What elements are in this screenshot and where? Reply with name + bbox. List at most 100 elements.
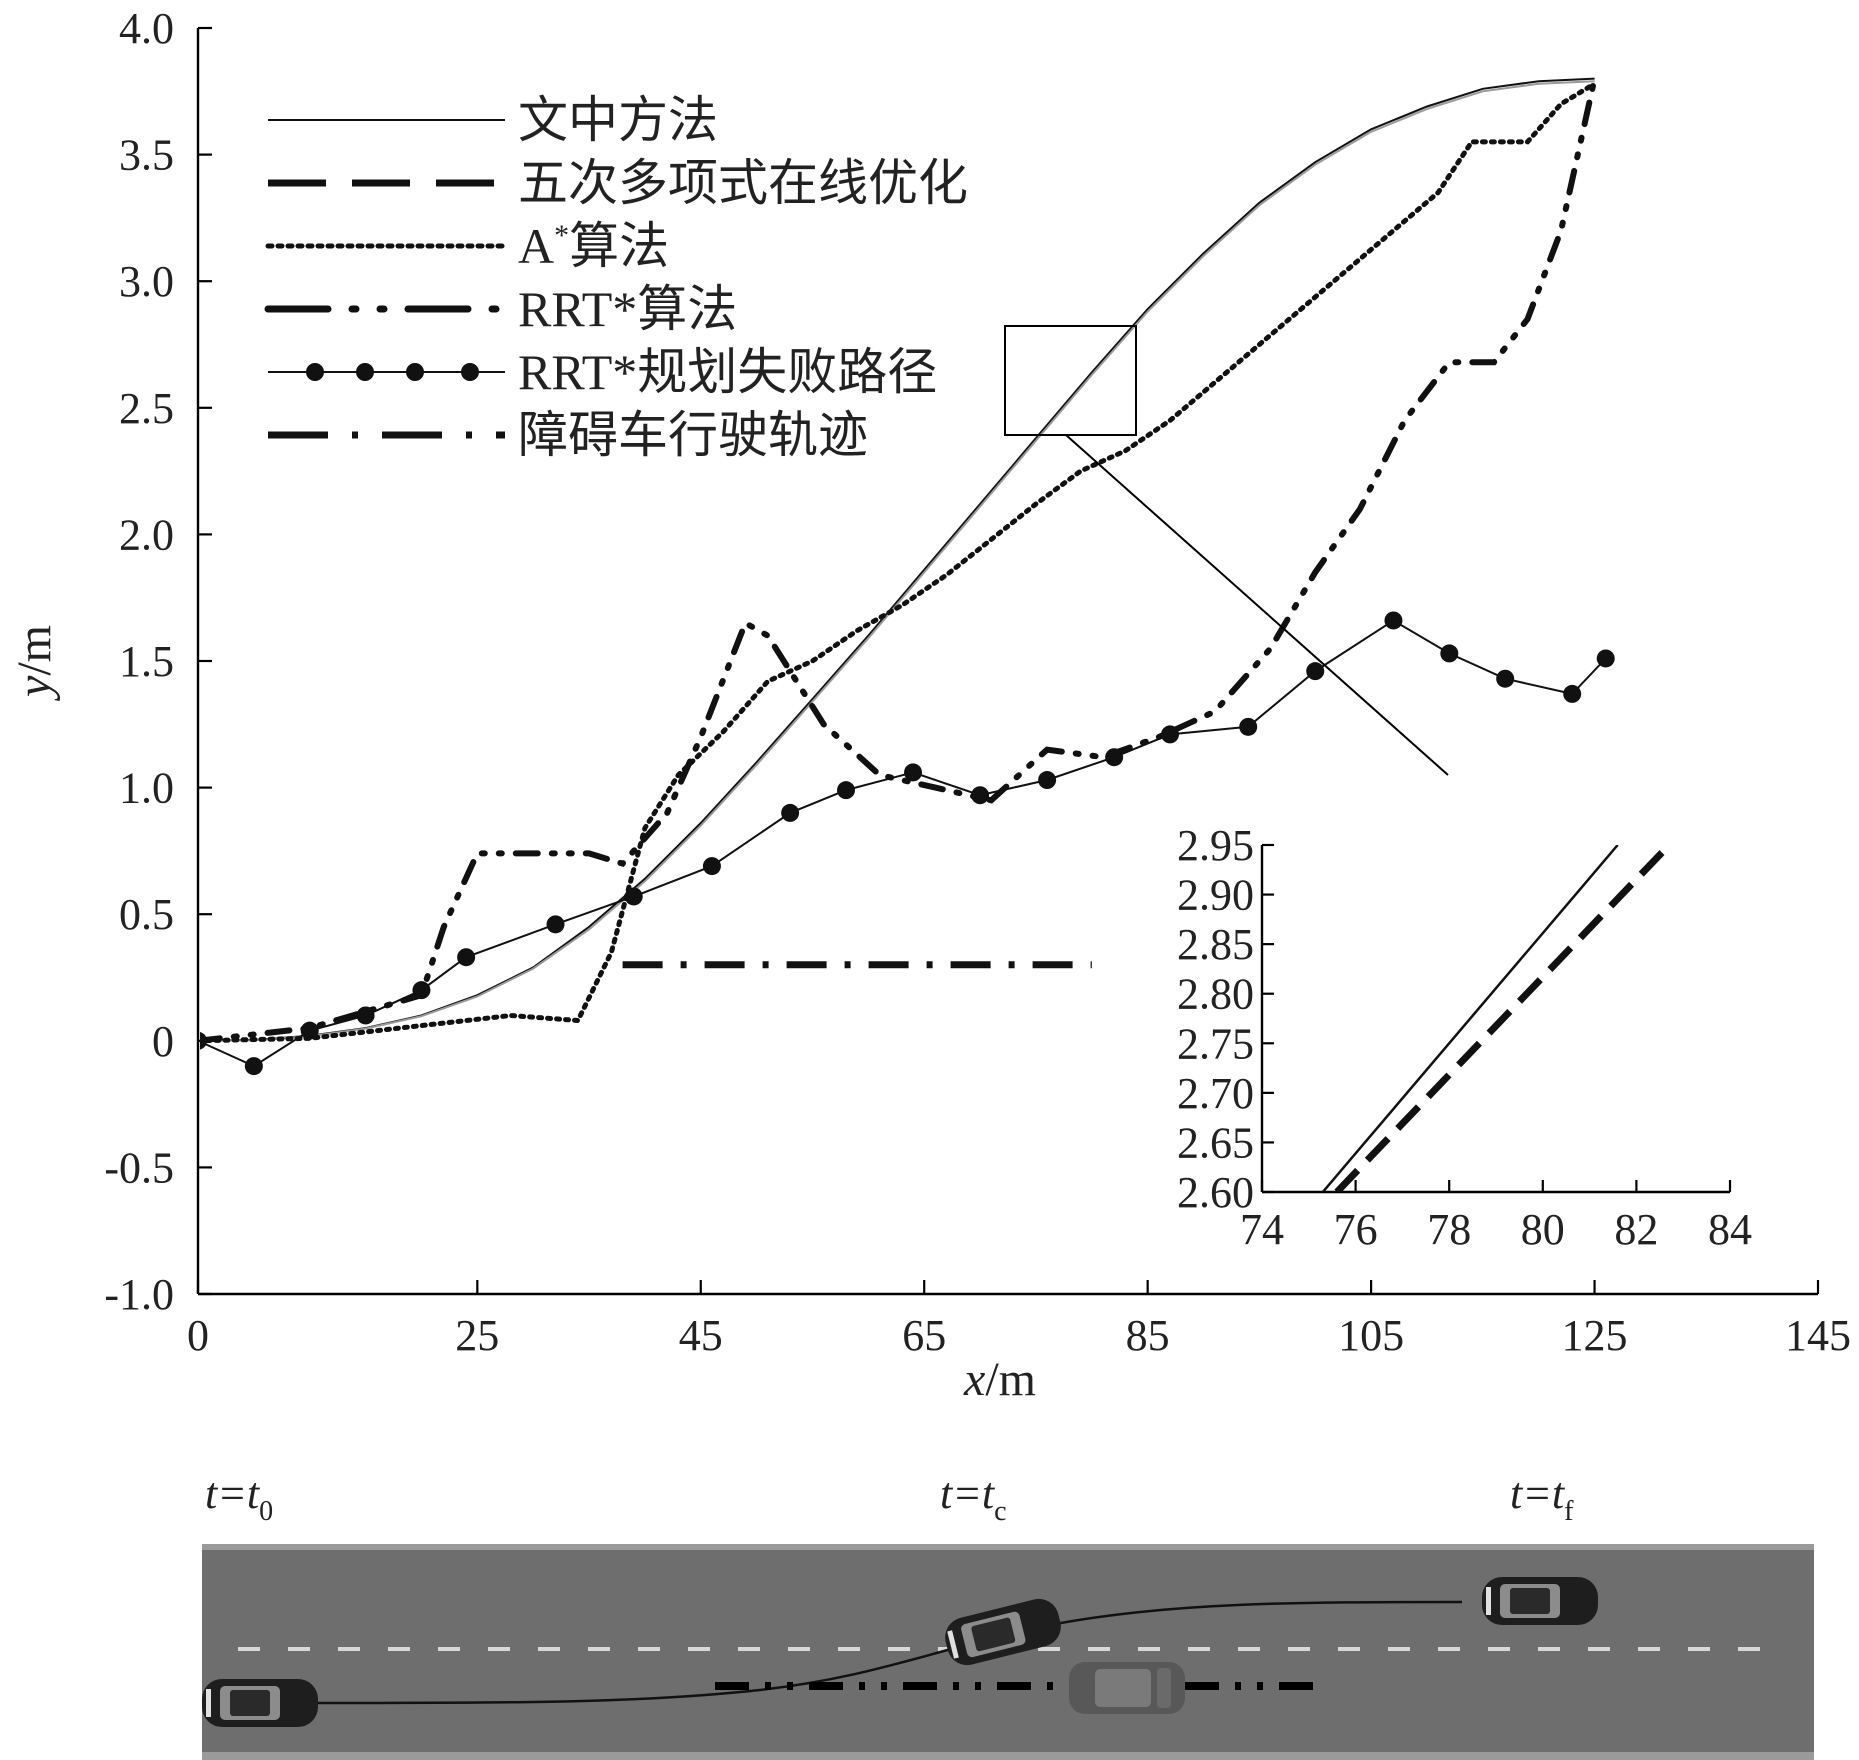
y-tick-label: 2.0: [119, 510, 174, 559]
inset-y-tick-label: 2.90: [1177, 871, 1254, 920]
inset-x-tick-label: 82: [1614, 1205, 1658, 1254]
y-tick-label: 4.0: [119, 4, 174, 53]
series-4-marker-20: [1496, 669, 1515, 688]
series-4-marker-3: [356, 1006, 375, 1025]
y-tick-label: -1.0: [104, 1270, 174, 1319]
y-tick-label: 3.0: [119, 257, 174, 306]
series-4-marker-18: [1384, 611, 1403, 630]
inset-series-line-1: [1334, 845, 1672, 1192]
x-axis-var: x: [963, 1353, 985, 1406]
series-4-marker-12: [971, 786, 990, 805]
x-tick-label: 0: [187, 1311, 209, 1360]
y-tick-label: 0.5: [119, 890, 174, 939]
series-4-marker-9: [781, 803, 800, 822]
zoom-connector: [1065, 434, 1449, 776]
legend-label-4: RRT*规划失败路径: [518, 344, 937, 400]
road-edge-top: [202, 1544, 1814, 1550]
legend-marker-1: [356, 363, 374, 381]
x-tick-label: 65: [902, 1311, 946, 1360]
legend-marker-2: [406, 363, 424, 381]
series-4-marker-13: [1038, 771, 1057, 790]
main-chart: 0 25 45 65 85 105 125 145 -1.0 -0.5 0 0.5 1.0 1.5 2.0 2…: [8, 4, 1851, 1406]
main-tick-labels: 0 25 45 65 85 105 125 145 -1.0 -0.5 0 0.5 1.0 1.5 2.0 2…: [104, 4, 1851, 1360]
y-tick-label: 0: [152, 1017, 174, 1066]
series-4-marker-7: [624, 887, 643, 906]
x-axis-unit: /m: [985, 1353, 1036, 1406]
legend-marker-3: [461, 363, 479, 381]
inset-series: [1321, 845, 1672, 1192]
inset-chart: 74 76 78 80 82 84 2.602.652.702.752.802.852.90…: [1177, 821, 1752, 1254]
legend-label-0: 文中方法: [518, 92, 718, 148]
ego-car-start: [202, 1679, 318, 1727]
road-scene: t=t0 t=tc t=tf: [202, 1469, 1814, 1760]
series-4-marker-1: [244, 1057, 263, 1076]
ego-car-mid: [945, 1598, 1061, 1666]
inset-series-line-0: [1321, 845, 1619, 1192]
x-tick-label: 45: [679, 1311, 723, 1360]
inset-y-tick-label: 2.95: [1177, 821, 1254, 870]
road-edge-bottom: [202, 1752, 1814, 1760]
series-line-3: [200, 75, 1598, 1044]
time-label-tf: t=tf: [1510, 1469, 1574, 1527]
time-label-t0: t=t0: [205, 1469, 273, 1527]
inset-background: [1262, 845, 1730, 1192]
inset-y-tick-label: 2.60: [1177, 1168, 1254, 1217]
series-4-marker-15: [1161, 725, 1179, 744]
legend-label-1: 五次多项式在线优化: [518, 155, 968, 211]
x-tick-label: 85: [1126, 1311, 1170, 1360]
legend-label-2: A*算法: [518, 218, 669, 274]
series-4-marker-11: [904, 763, 923, 782]
x-tick-label: 25: [455, 1311, 499, 1360]
main-series: [200, 75, 1615, 1076]
series-4-marker-14: [1105, 748, 1124, 767]
inset-x-tick-label: 74: [1240, 1205, 1284, 1254]
series-4-marker-22: [1596, 649, 1615, 668]
series-4-marker-17: [1306, 662, 1325, 681]
inset-y-tick-label: 2.75: [1177, 1019, 1254, 1068]
inset-x-tick-label: 84: [1708, 1205, 1752, 1254]
y-tick-label: 1.0: [119, 764, 174, 813]
x-tick-label: 105: [1338, 1311, 1404, 1360]
series-4-marker-0: [200, 1032, 207, 1050]
inset-y-tick-label: 2.80: [1177, 970, 1254, 1019]
zoom-box: [1004, 325, 1137, 436]
series-4-marker-16: [1239, 717, 1258, 736]
y-axis-var: y: [8, 675, 61, 702]
inset-x-tick-label: 80: [1521, 1205, 1565, 1254]
series-4-marker-21: [1563, 684, 1582, 703]
x-tick-label: 125: [1562, 1311, 1628, 1360]
time-label-tc: t=tc: [940, 1469, 1007, 1527]
inset-y-tick-label: 2.65: [1177, 1118, 1254, 1167]
y-tick-label: -0.5: [104, 1143, 174, 1192]
x-tick-label: 145: [1785, 1311, 1851, 1360]
legend-label-5: 障碍车行驶轨迹: [518, 407, 868, 463]
ego-car-end: [1482, 1577, 1598, 1625]
obstacle-car: [1069, 1662, 1185, 1714]
y-axis-title: y/m: [8, 625, 61, 702]
y-tick-label: 2.5: [119, 384, 174, 433]
series-4-marker-4: [412, 981, 431, 1000]
series-4-marker-5: [457, 948, 476, 967]
inset-x-tick-label: 76: [1334, 1205, 1378, 1254]
inset-y-tick-label: 2.85: [1177, 920, 1254, 969]
legend-marker-0: [306, 363, 324, 381]
series-4-marker-19: [1440, 644, 1459, 663]
legend-label-3: RRT*算法: [518, 281, 737, 337]
series-4-marker-10: [837, 781, 855, 800]
series-4-marker-2: [300, 1021, 319, 1040]
inset-tick-labels: 74 76 78 80 82 84 2.602.652.702.752.802.852.90…: [1177, 821, 1752, 1254]
series-line-2: [200, 81, 1598, 1044]
inset-x-tick-label: 78: [1427, 1205, 1471, 1254]
inset-y-tick-label: 2.70: [1177, 1069, 1254, 1118]
y-axis-unit: /m: [8, 625, 61, 676]
x-axis-title: x/m: [963, 1353, 1036, 1406]
planned-trajectory: [317, 1600, 1463, 1705]
y-tick-label: 1.5: [119, 637, 174, 686]
series-line-1: [200, 80, 1595, 1042]
series-4-marker-6: [546, 915, 565, 934]
y-tick-label: 3.5: [119, 131, 174, 180]
inset-ticks: [1260, 843, 1732, 1194]
series-4-marker-8: [702, 857, 721, 876]
